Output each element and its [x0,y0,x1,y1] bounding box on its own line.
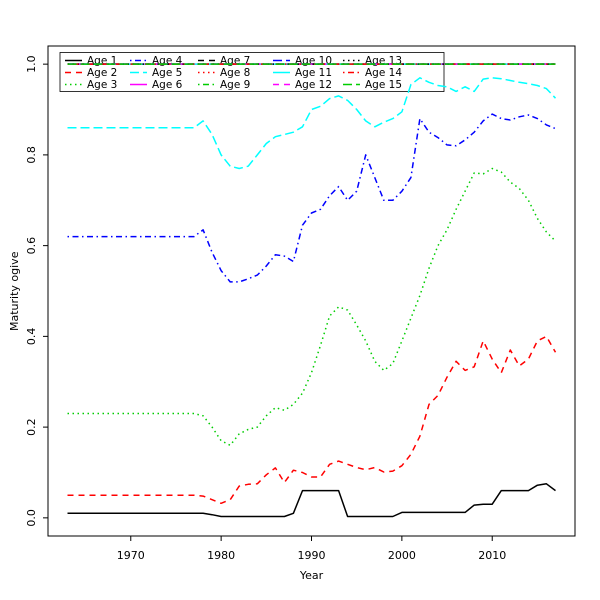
legend-label-age-7: Age 7 [220,55,250,67]
legend-label-age-12: Age 12 [295,79,332,91]
legend-label-age-13: Age 13 [365,55,402,67]
legend-label-age-8: Age 8 [220,67,250,79]
y-axis-label: Maturity ogive [8,251,21,331]
series-line-age-4 [67,113,556,283]
y-tick-label: 0.2 [25,418,38,436]
legend-label-age-14: Age 14 [365,67,402,79]
legend-box [59,52,445,92]
legend-label-age-5: Age 5 [152,67,182,79]
legend-label-age-2: Age 2 [87,67,117,79]
x-tick-label: 2000 [388,549,416,562]
x-tick-label: 1980 [207,549,235,562]
legend-label-age-1: Age 1 [87,55,117,67]
legend-label-age-4: Age 4 [152,55,183,67]
legend-label-age-6: Age 6 [152,79,183,91]
y-tick-label: 0.4 [25,328,38,346]
legend-label-age-9: Age 9 [220,79,250,91]
series-line-age-2 [67,335,557,505]
legend-label-age-10: Age 10 [295,55,332,67]
x-tick-label: 1990 [298,549,326,562]
series-line-age-5 [67,77,557,170]
y-tick-label: 1.0 [25,55,38,73]
x-tick-label: 2010 [478,549,506,562]
plot-box [47,45,576,537]
series-line-age-3 [67,167,557,447]
y-tick-label: 0.0 [25,509,38,527]
x-axis-label: Year [299,569,324,582]
legend-label-age-11: Age 11 [295,67,332,79]
x-tick-label: 1970 [117,549,145,562]
y-tick-label: 0.6 [25,237,38,255]
series-line-age-1 [67,483,556,518]
y-tick-label: 0.8 [25,146,38,164]
legend-label-age-15: Age 15 [365,79,402,91]
legend-label-age-3: Age 3 [87,79,117,91]
